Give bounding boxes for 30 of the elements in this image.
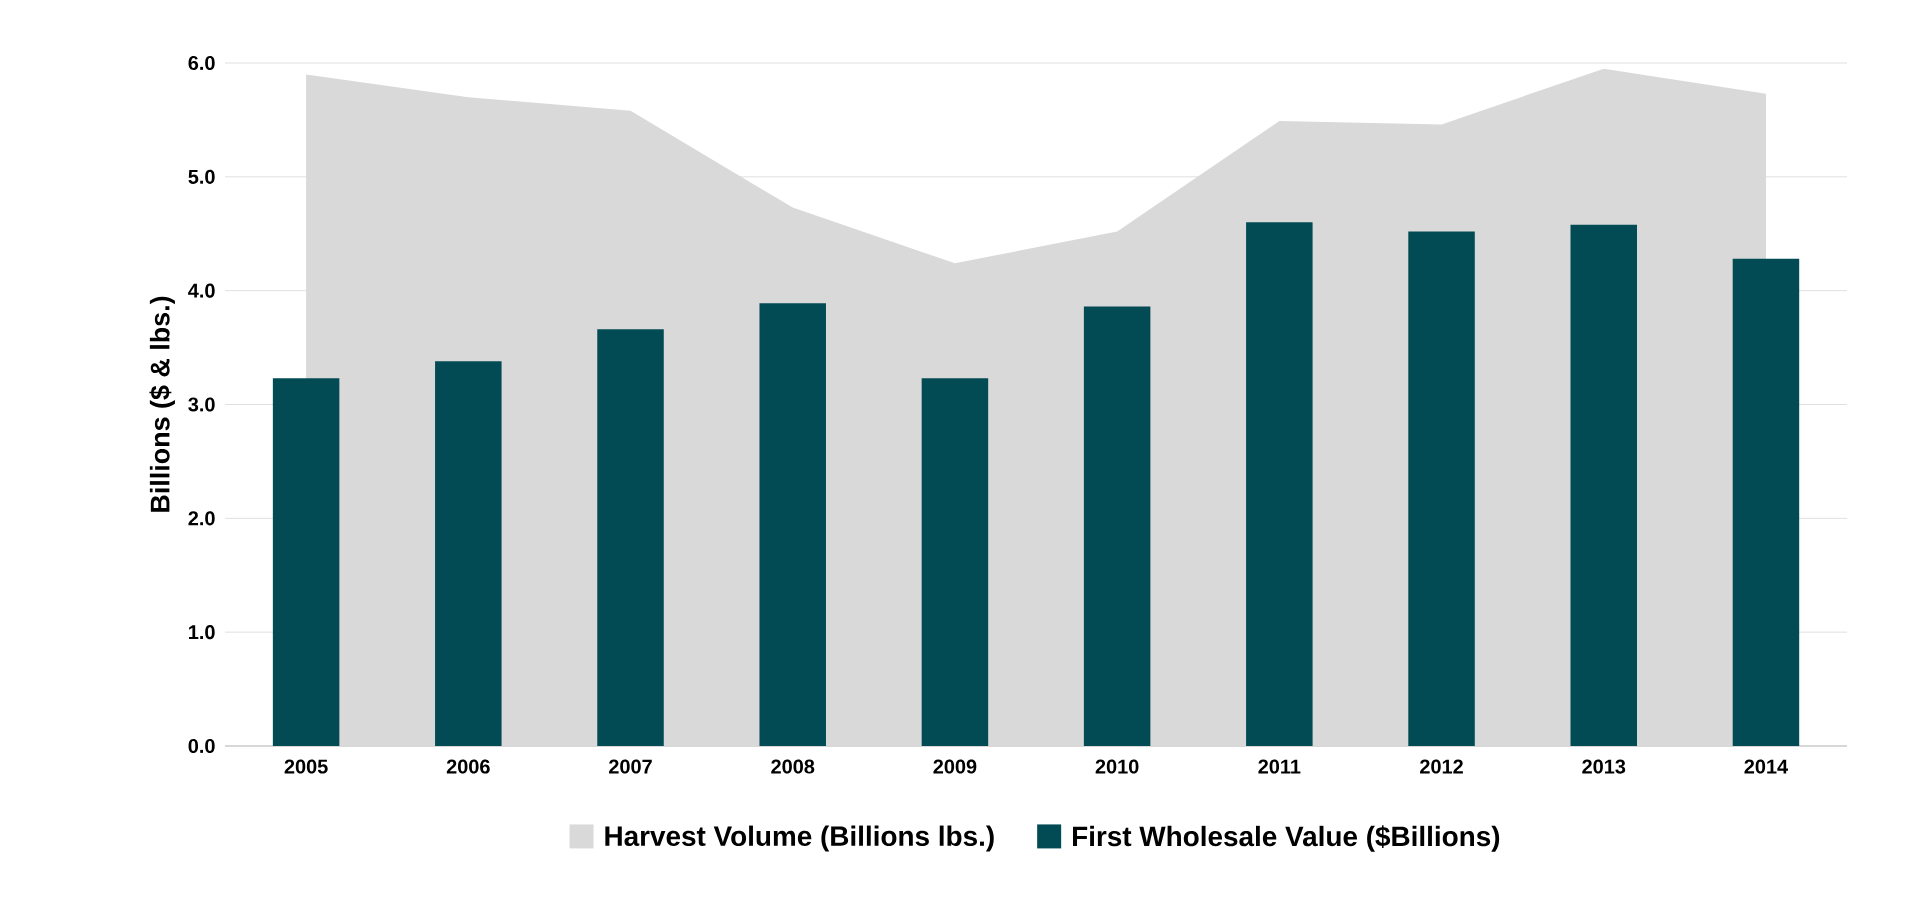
- x-tick-label: 2006: [446, 759, 490, 774]
- bar: [1732, 258, 1800, 746]
- y-tick-label: 0.0: [188, 738, 215, 754]
- bar: [272, 378, 340, 746]
- y-tick-label: 2.0: [188, 511, 215, 526]
- x-tick-label: 2011: [1258, 759, 1301, 774]
- bar: [1083, 306, 1151, 746]
- bar: [597, 329, 664, 746]
- bar: [1246, 222, 1313, 746]
- x-tick-label: 2008: [771, 759, 815, 774]
- x-tick-label: 2014: [1744, 759, 1788, 774]
- legend-label: First Wholesale Value ($Billions): [1073, 825, 1500, 852]
- bar: [1408, 231, 1475, 746]
- y-tick-label: 4.0: [188, 283, 215, 298]
- x-tick-label: 2013: [1582, 759, 1626, 774]
- y-tick-label: 1.0: [189, 625, 215, 640]
- y-axis-title: Billions ($ & lbs.): [149, 296, 175, 512]
- legend-label: Harvest Volume (Billions lbs.): [605, 825, 994, 852]
- bar: [1570, 224, 1637, 746]
- y-tick-label: 5.0: [188, 169, 215, 184]
- bar: [921, 378, 989, 746]
- x-tick-label: 2012: [1420, 759, 1463, 774]
- x-tick-label: 2005: [284, 759, 328, 774]
- x-tick-label: 2007: [609, 759, 652, 774]
- bar: [435, 361, 502, 746]
- y-tick-label: 6.0: [188, 55, 215, 71]
- bar: [759, 303, 826, 746]
- x-tick-label: 2009: [933, 759, 977, 774]
- y-tick-label: 3.0: [188, 397, 215, 412]
- x-tick-label: 2010: [1095, 759, 1139, 774]
